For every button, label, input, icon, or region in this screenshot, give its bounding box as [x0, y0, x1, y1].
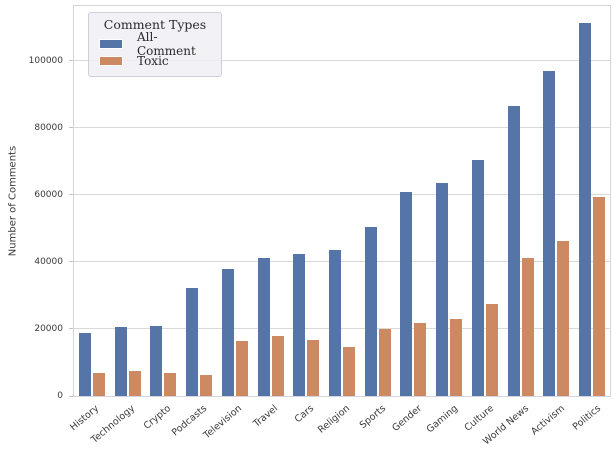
- toxic-swatch-icon: [99, 55, 123, 66]
- bar-all-comment-activism: [543, 70, 556, 396]
- bar-toxic-religion: [343, 347, 355, 396]
- bar-all-comment-religion: [329, 249, 341, 396]
- gridline: [74, 126, 610, 128]
- bar-all-comment-podcasts: [186, 287, 199, 396]
- bar-group-travel: [253, 6, 289, 396]
- y-tick-mark: [69, 194, 73, 196]
- y-tick-label: 0: [57, 391, 63, 401]
- bar-group-politics: [574, 6, 610, 396]
- bar-toxic-history: [92, 372, 105, 396]
- bar-toxic-crypto: [164, 372, 177, 396]
- bar-group-crypto: [145, 6, 181, 396]
- legend: Comment Types All-Comment Toxic: [88, 12, 222, 77]
- y-tick-mark: [69, 395, 73, 397]
- bar-all-comment-cars: [293, 253, 306, 396]
- bar-all-comment-politics: [579, 23, 592, 396]
- bar-all-comment-television: [221, 268, 234, 396]
- bar-all-comment-technology: [114, 327, 127, 396]
- bar-all-comment-culture: [471, 160, 484, 396]
- bar-group-sports: [360, 6, 396, 396]
- bar-all-comment-travel: [257, 257, 270, 396]
- bar-toxic-world-news: [521, 257, 534, 396]
- bar-toxic-politics: [593, 196, 606, 396]
- bar-toxic-television: [235, 341, 248, 396]
- x-axis: History Technology Crypto Podcasts Televisio…: [68, 399, 611, 463]
- x-tick-label-television: Television: [201, 403, 245, 442]
- y-tick-mark: [69, 60, 73, 62]
- bar-group-world-news: [503, 6, 539, 396]
- x-tick-label-gender: Gender: [389, 403, 424, 434]
- bar-toxic-sports: [378, 328, 391, 396]
- y-tick-mark: [69, 328, 73, 330]
- bar-group-religion: [324, 6, 360, 396]
- bar-all-comment-crypto: [150, 325, 163, 396]
- y-tick-label: 40000: [34, 256, 63, 267]
- gridline: [74, 327, 610, 329]
- y-tick-mark: [69, 261, 73, 263]
- x-tick-label-culture: Culture: [461, 403, 496, 434]
- bar-toxic-technology: [128, 370, 141, 396]
- legend-entry-all-comment: All-Comment: [97, 30, 213, 58]
- bar-toxic-activism: [557, 240, 570, 396]
- y-axis: 0 20000 40000 60000 80000 100000: [0, 5, 73, 401]
- bar-group-cars: [288, 6, 324, 396]
- bar-toxic-travel: [271, 335, 284, 396]
- x-tick-label-crypto: Crypto: [141, 403, 173, 432]
- bar-group-podcasts: [181, 6, 217, 396]
- gridline: [74, 260, 610, 262]
- x-tick-label-religion: Religion: [316, 403, 353, 436]
- x-tick-label-travel: Travel: [251, 403, 281, 430]
- bar-all-comment-gaming: [436, 182, 449, 396]
- all-comment-swatch-icon: [99, 38, 123, 49]
- bar-all-comment-history: [78, 333, 91, 396]
- bar-toxic-podcasts: [200, 375, 213, 396]
- y-tick-label: 20000: [34, 323, 63, 334]
- bar-group-gender: [396, 6, 432, 396]
- y-tick-label: 100000: [28, 55, 63, 66]
- x-tick-label-sports: Sports: [357, 403, 388, 432]
- gridline: [74, 59, 610, 61]
- bar-toxic-culture: [485, 304, 498, 396]
- y-tick-mark: [69, 127, 73, 129]
- x-tick-label-politics: Politics: [570, 403, 604, 433]
- legend-entry-toxic: Toxic: [97, 52, 213, 69]
- bar-group-technology: [110, 6, 146, 396]
- legend-label-toxic: Toxic: [137, 53, 169, 68]
- y-tick-label: 80000: [34, 122, 63, 133]
- bar-toxic-gaming: [450, 318, 463, 396]
- bar-group-gaming: [431, 6, 467, 396]
- bar-all-comment-world-news: [507, 105, 520, 396]
- gridline: [74, 193, 610, 195]
- bar-group-culture: [467, 6, 503, 396]
- y-tick-label: 60000: [34, 189, 63, 200]
- bar-all-comment-sports: [364, 226, 377, 396]
- x-tick-label-history: History: [67, 403, 101, 434]
- bar-all-comment-gender: [400, 191, 413, 396]
- x-tick-label-activism: Activism: [529, 403, 568, 438]
- bars-container: [74, 6, 610, 396]
- legend-label-all-comment: All-Comment: [137, 29, 196, 58]
- bar-toxic-cars: [307, 340, 320, 396]
- legend-title: Comment Types: [103, 17, 207, 32]
- x-tick-label-gaming: Gaming: [424, 403, 460, 436]
- bar-group-television: [217, 6, 253, 396]
- x-tick-label-cars: Cars: [292, 403, 317, 426]
- bar-group-history: [74, 6, 110, 396]
- bar-group-activism: [539, 6, 575, 396]
- bar-toxic-gender: [414, 322, 427, 396]
